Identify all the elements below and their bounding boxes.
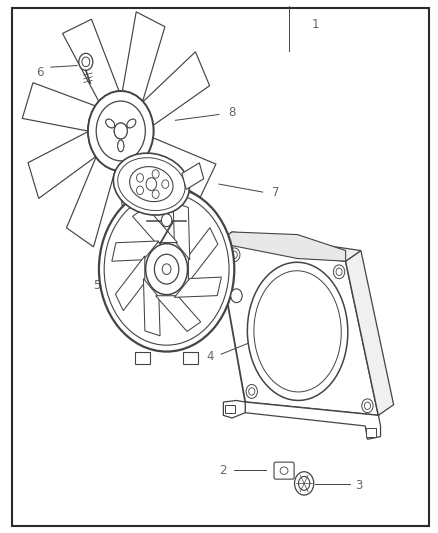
- Circle shape: [162, 264, 171, 274]
- Ellipse shape: [254, 271, 341, 392]
- Polygon shape: [143, 52, 210, 128]
- Polygon shape: [63, 19, 121, 101]
- Polygon shape: [67, 152, 115, 247]
- Bar: [366, 428, 376, 437]
- Circle shape: [231, 251, 237, 259]
- Text: 2: 2: [219, 464, 227, 477]
- Ellipse shape: [130, 167, 173, 201]
- Circle shape: [104, 193, 229, 345]
- Text: 8: 8: [228, 106, 236, 119]
- Circle shape: [161, 214, 172, 227]
- Circle shape: [88, 91, 153, 171]
- Circle shape: [298, 477, 310, 490]
- Circle shape: [231, 289, 242, 303]
- Circle shape: [362, 399, 373, 413]
- Ellipse shape: [127, 119, 136, 128]
- Polygon shape: [155, 296, 201, 332]
- Circle shape: [249, 387, 255, 395]
- Circle shape: [152, 190, 159, 198]
- Polygon shape: [28, 130, 95, 198]
- Polygon shape: [245, 402, 381, 439]
- Circle shape: [154, 254, 179, 284]
- Circle shape: [229, 248, 240, 262]
- Ellipse shape: [127, 119, 136, 128]
- Ellipse shape: [118, 140, 124, 152]
- Polygon shape: [217, 243, 378, 415]
- Polygon shape: [133, 207, 177, 243]
- Text: 5: 5: [93, 279, 100, 292]
- Bar: [135, 352, 150, 364]
- Polygon shape: [223, 400, 245, 418]
- Polygon shape: [112, 241, 159, 261]
- Circle shape: [294, 472, 314, 495]
- Polygon shape: [217, 232, 361, 261]
- Text: 4: 4: [207, 350, 214, 364]
- Polygon shape: [115, 165, 161, 248]
- Ellipse shape: [247, 262, 348, 400]
- Circle shape: [79, 53, 93, 70]
- Ellipse shape: [106, 119, 115, 128]
- Ellipse shape: [106, 119, 115, 128]
- Circle shape: [88, 91, 153, 171]
- Circle shape: [96, 101, 145, 161]
- Circle shape: [146, 177, 156, 190]
- Polygon shape: [144, 279, 160, 336]
- Ellipse shape: [113, 153, 189, 215]
- Circle shape: [137, 174, 144, 182]
- Text: 7: 7: [272, 185, 279, 199]
- Ellipse shape: [280, 467, 288, 474]
- Polygon shape: [174, 277, 221, 297]
- Bar: [183, 352, 198, 364]
- Circle shape: [152, 169, 159, 178]
- Circle shape: [114, 123, 127, 139]
- Polygon shape: [138, 138, 216, 197]
- Circle shape: [333, 265, 345, 279]
- Polygon shape: [173, 203, 190, 260]
- Bar: [225, 405, 235, 413]
- Polygon shape: [115, 256, 145, 311]
- Polygon shape: [22, 83, 100, 131]
- Polygon shape: [123, 12, 165, 107]
- Ellipse shape: [118, 158, 185, 211]
- Polygon shape: [346, 251, 394, 415]
- Text: 1: 1: [311, 18, 319, 31]
- Circle shape: [336, 268, 342, 276]
- Polygon shape: [182, 163, 204, 189]
- Circle shape: [146, 244, 187, 295]
- Circle shape: [162, 180, 169, 188]
- Circle shape: [99, 187, 234, 352]
- Polygon shape: [188, 228, 218, 282]
- Circle shape: [364, 402, 371, 409]
- Circle shape: [114, 123, 127, 139]
- Polygon shape: [217, 232, 346, 261]
- FancyBboxPatch shape: [274, 462, 294, 479]
- Circle shape: [96, 101, 145, 161]
- Circle shape: [82, 57, 90, 67]
- Circle shape: [137, 186, 144, 195]
- Circle shape: [246, 384, 258, 398]
- Text: 3: 3: [355, 479, 362, 492]
- Text: 6: 6: [36, 66, 44, 79]
- Ellipse shape: [118, 140, 124, 152]
